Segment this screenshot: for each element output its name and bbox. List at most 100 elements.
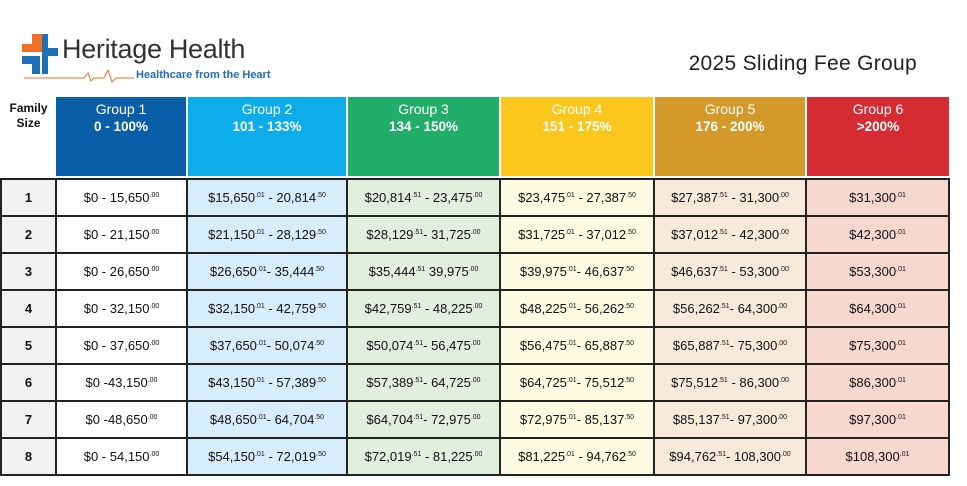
range-start-cents: .01 [255,303,265,310]
range-end: - 56,475 [423,338,471,353]
fee-range-cell: $15,650.01 - 20,814.50 [186,178,348,217]
fee-range-cell: $37,650.01- 50,074.50 [186,326,348,365]
range-end-cents: .00 [777,340,788,347]
fee-range-cell: $0 -43,150.00 [55,363,188,402]
range-start-cents: .01 [566,340,577,347]
range-start-cents: .01 [896,266,906,273]
family-size: 2 [0,215,57,254]
range-end-cents: .50 [316,192,326,199]
range-end-cents: .00 [470,229,481,236]
range-start-cents: .01 [565,451,575,458]
logo-name: Heritage Health [62,34,246,64]
fee-range-cell: $57,389.51- 64,725.00 [346,363,501,402]
range-start-cents: .01 [566,377,577,384]
range-end: - 72,975 [423,412,471,427]
range-start: $21,150 [208,227,256,242]
range-start: $72,019 [364,449,412,464]
heartbeat-line-icon [24,69,134,83]
range-start-cents: .51 [413,377,424,384]
range-end-cents: .50 [316,451,326,458]
range-end-cents: .00 [472,303,483,310]
family-size: 3 [0,252,57,291]
range-start: $0 - 32,150 [83,301,150,316]
range-start: $57,389 [366,375,414,390]
range-start: $43,150 [208,375,256,390]
range-start-cents: .01 [255,192,265,199]
fee-range-cell: $0 - 21,150.00 [55,215,188,254]
table-row: 7 $0 -48,650.00 $48,650.01- 64,704.50 $64,7… [0,400,950,439]
group-name: Group 4 [551,101,603,117]
family-size: 6 [0,363,57,402]
range-start-cents: .01 [896,377,906,384]
fee-range-cell: $0 - 15,650.00 [55,178,188,217]
fee-range-cell: $94,762.51- 108,300.00 [653,437,807,476]
range-end: - 31,300 [727,190,780,205]
fee-range-cell: $20,814.51 - 23,475.00 [346,178,501,217]
range-start-cents: .51 [716,451,727,458]
range-end: - 46,637 [576,264,625,279]
range-start-cents: .51 [718,192,728,199]
range-end: - 64,300 [729,301,778,316]
range-start: $75,512 [671,375,719,390]
fee-range-cell: $75,512.51 - 86,300.00 [653,363,807,402]
range-start-cents: .51 [719,414,730,421]
heritage-health-logo: Heritage Health Healthcare from the Hear… [20,32,280,88]
range-start-cents: .01 [255,451,265,458]
range-start-cents: .00 [147,414,158,421]
table-row: 1 $0 - 15,650.00 $15,650.01 - 20,814.50 $20… [0,178,950,217]
range-end-cents: .00 [472,451,483,458]
range-start: $64,725 [519,375,567,390]
range-end: - 31,725 [423,227,471,242]
range-start: $65,887 [672,338,720,353]
fee-range-cell: $64,725.01- 75,512.50 [499,363,655,402]
range-end: - 50,074 [266,338,315,353]
range-end-cents: .00 [777,303,788,310]
range-end-cents: .00 [470,377,481,384]
range-end: - 81,225 [421,449,473,464]
fee-range-cell: $50,074.51- 56,475.00 [346,326,501,365]
range-end-cents: .50 [314,340,325,347]
range-end-cents: .00 [468,266,479,273]
range-start: $75,300 [849,338,897,353]
range-end-cents: .00 [780,451,791,458]
range-start-cents: .51 [411,192,422,199]
range-end-cents: .00 [779,192,789,199]
range-start-cents: .51 [411,451,422,458]
range-start: $48,225 [519,301,567,316]
range-start: $32,150 [208,301,256,316]
range-start: $72,975 [519,412,567,427]
range-start: $64,300 [849,301,897,316]
fee-range-cell: $31,725.01 - 37,012.50 [499,215,655,254]
range-start: $108,300 [845,449,900,464]
range-start-cents: .00 [147,377,158,384]
fee-range-cell: $39,975.01- 46,637.50 [499,252,655,291]
range-start: $81,225 [518,449,566,464]
fee-range-cell: $64,300.01 [805,289,950,328]
range-start-cents: .00 [149,192,160,199]
range-end: - 28,129 [264,227,317,242]
group-range: 101 - 133% [232,119,302,134]
group-name: Group 5 [704,101,756,117]
range-start: $0 -43,150 [85,375,148,390]
range-start-cents: .01 [896,414,906,421]
range-start-cents: .01 [256,340,267,347]
range-start: $39,975 [519,264,567,279]
range-start-cents: .51 [718,377,728,384]
table-row: 4 $0 - 32,150.00 $32,150.01 - 42,759.50 $42… [0,289,950,328]
fee-range-cell: $86,300.01 [805,363,950,402]
range-start-cents: .01 [566,414,577,421]
range-end-cents: .50 [624,414,635,421]
range-start-cents: .00 [149,451,160,458]
table-row: 3 $0 - 26,650.00 $26,650.01- 35,444.50 $35,… [0,252,950,291]
range-end-cents: .50 [626,192,636,199]
group-range: 134 - 150% [388,119,459,134]
range-end: - 108,300 [726,449,781,464]
family-size: 5 [0,326,57,365]
fee-range-cell: $26,650.01- 35,444.50 [186,252,348,291]
group-4-header: Group 4 151 - 175% [499,97,654,176]
range-end-cents: .00 [779,229,789,236]
table-row: 2 $0 - 21,150.00 $21,150.01 - 28,129.50 $28… [0,215,950,254]
group-range: >200% [856,119,900,134]
range-start-cents: .01 [566,303,577,310]
range-end: - 35,444 [266,264,315,279]
